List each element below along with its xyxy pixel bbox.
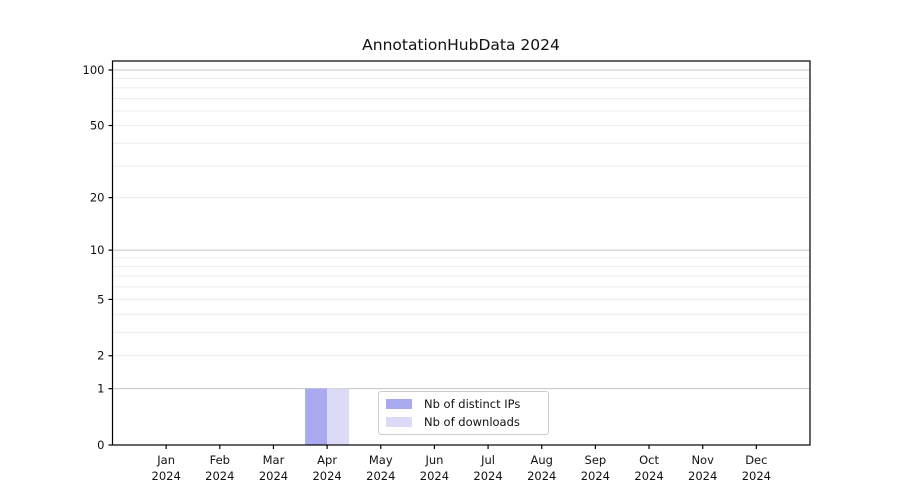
x-tick-label-month: Jan: [156, 453, 175, 467]
y-tick-label: 10: [90, 243, 105, 257]
bar-distinct-ips: [305, 388, 328, 445]
x-tick-label-year: 2024: [259, 469, 288, 483]
x-tick-label-year: 2024: [742, 469, 771, 483]
x-tick-label-month: Jul: [480, 453, 495, 467]
chart-legend: Nb of distinct IPs Nb of downloads: [378, 391, 549, 435]
bar-downloads: [327, 388, 350, 445]
x-tick-label-year: 2024: [205, 469, 234, 483]
legend-item-downloads: Nb of downloads: [386, 415, 541, 431]
x-tick-label-month: Feb: [210, 453, 230, 467]
x-tick-label-month: Mar: [263, 453, 285, 467]
x-tick-label-year: 2024: [527, 469, 556, 483]
legend-label-downloads: Nb of downloads: [424, 415, 520, 430]
x-tick-label-year: 2024: [312, 469, 341, 483]
y-tick-label: 100: [83, 63, 105, 77]
y-tick-label: 1: [97, 382, 104, 396]
downloads-swatch-icon: [386, 417, 412, 428]
x-tick-label-month: Sep: [585, 453, 607, 467]
x-tick-label-year: 2024: [152, 469, 181, 483]
x-tick-label-month: May: [369, 453, 393, 467]
x-tick-label-month: Nov: [691, 453, 714, 467]
x-tick-label-month: Dec: [745, 453, 767, 467]
y-tick-label: 20: [90, 191, 105, 205]
x-tick-label-month: Jun: [424, 453, 443, 467]
legend-label-distinct-ips: Nb of distinct IPs: [424, 396, 521, 411]
x-tick-label-month: Apr: [317, 453, 337, 467]
chart-title: AnnotationHubData 2024: [362, 36, 560, 54]
x-tick-label-year: 2024: [581, 469, 610, 483]
legend-item-distinct-ips: Nb of distinct IPs: [386, 396, 541, 412]
x-tick-label-year: 2024: [366, 469, 395, 483]
x-tick-label-month: Oct: [639, 453, 659, 467]
y-tick-label: 5: [97, 292, 104, 306]
x-tick-label-year: 2024: [634, 469, 663, 483]
y-tick-label: 2: [97, 349, 104, 363]
x-tick-label-year: 2024: [420, 469, 449, 483]
x-tick-label-year: 2024: [688, 469, 717, 483]
plot-frame: [111, 60, 811, 446]
distinct-ips-swatch-icon: [386, 398, 412, 409]
x-tick-label-month: Aug: [530, 453, 552, 467]
y-tick-label: 50: [90, 119, 105, 133]
x-tick-label-year: 2024: [473, 469, 502, 483]
y-tick-label: 0: [97, 438, 104, 452]
